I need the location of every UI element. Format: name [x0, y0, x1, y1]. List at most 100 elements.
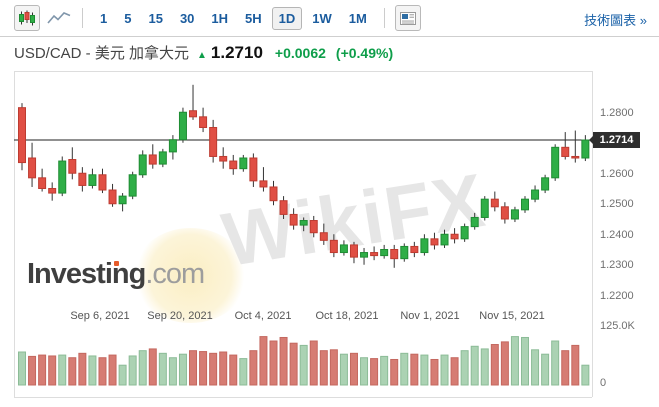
volume-bar: [329, 349, 338, 386]
volume-bar: [521, 336, 529, 386]
candle-body: [269, 186, 278, 202]
volume-bar: [370, 358, 379, 386]
candle-body: [339, 244, 348, 254]
volume-bar: [440, 354, 449, 386]
candle-body: [521, 198, 529, 211]
chart-type-line-button[interactable]: [46, 5, 72, 31]
volume-bar: [18, 351, 26, 386]
line-chart-icon: [47, 12, 71, 24]
volume-bar: [551, 340, 560, 386]
news-panel-icon: [399, 11, 416, 25]
candle-body: [229, 160, 238, 170]
candle-body: [571, 155, 580, 159]
price-tick-label: 1.2500: [600, 198, 634, 211]
candle-body: [168, 139, 177, 153]
timeframe-1m[interactable]: 1M: [348, 10, 367, 26]
volume-bar: [128, 355, 137, 386]
volume-bar: [138, 350, 147, 386]
news-panel-button[interactable]: [394, 5, 421, 31]
volume-bar: [259, 336, 268, 386]
candle-body: [88, 174, 97, 186]
candle-body: [561, 146, 570, 157]
volume-bar: [470, 345, 479, 386]
candle-body: [239, 157, 248, 170]
pair-title: USD/CAD - 美元 加拿大元: [14, 45, 190, 62]
candle-body: [400, 245, 409, 260]
technical-chart-link[interactable]: 技術圖表 »: [584, 13, 647, 28]
volume-bar: [531, 349, 540, 386]
candle-body: [500, 206, 509, 220]
candle-body: [128, 174, 137, 197]
candle-body: [68, 159, 77, 174]
candle-body: [48, 187, 57, 194]
volume-bar: [279, 336, 288, 386]
candle-body: [38, 177, 47, 189]
candle-body: [581, 139, 590, 159]
price-tick-label: 1.2300: [600, 259, 634, 272]
candlestick-icon: [19, 10, 35, 26]
candle-body: [430, 238, 439, 246]
wikifx-logo-watermark: [133, 228, 248, 323]
timeframe-1d[interactable]: 1D: [271, 6, 303, 30]
candle-body: [299, 220, 308, 226]
candle-body: [219, 155, 228, 162]
volume-bars-layer: [18, 336, 590, 386]
timeframe-5h[interactable]: 5H: [245, 10, 262, 26]
price-tick-label: 1.2800: [600, 106, 634, 119]
volume-bar: [199, 351, 208, 386]
price-tick-label: 1.2400: [600, 228, 634, 241]
volume-bar: [88, 355, 97, 386]
timeframe-5[interactable]: 5: [124, 10, 132, 26]
volume-bar: [510, 336, 519, 386]
candle-body: [189, 110, 198, 118]
candle-body: [470, 216, 479, 228]
volume-bar: [561, 350, 570, 386]
candle-body: [108, 189, 117, 205]
candlestick-volume-chart[interactable]: [13, 70, 592, 400]
candle-body: [18, 107, 26, 164]
volume-bar: [209, 352, 218, 386]
volume-bar: [410, 353, 419, 386]
toolbar: 1 5 15 30 1H 5H 1D 1W 1M 技術圖表 »: [0, 0, 659, 37]
candle-body: [370, 252, 379, 257]
candle-body: [410, 245, 419, 254]
volume-bar: [420, 354, 429, 386]
current-price-badge: 1.2714: [589, 132, 640, 148]
volume-bar: [219, 351, 228, 386]
volume-bar: [490, 344, 499, 386]
volume-bar: [58, 354, 67, 386]
volume-bar: [349, 352, 358, 386]
date-tick-label: Nov 1, 2021: [400, 310, 460, 322]
last-price: 1.2710: [210, 43, 263, 62]
candle-body: [541, 177, 550, 191]
volume-bar: [380, 355, 389, 386]
volume-bar: [108, 354, 117, 386]
volume-bar: [500, 341, 509, 386]
volume-bar: [239, 358, 248, 386]
volume-bar: [571, 344, 580, 386]
candle-body: [78, 172, 87, 186]
candle-body: [138, 154, 147, 176]
volume-bar: [541, 353, 550, 386]
toolbar-divider: [383, 8, 385, 28]
timeframe-1[interactable]: 1: [100, 10, 108, 26]
chart-frame-top: [14, 71, 592, 72]
timeframe-1h[interactable]: 1H: [211, 10, 229, 26]
volume-bar: [168, 357, 177, 386]
date-tick-label: Sep 6, 2021: [70, 310, 130, 322]
chart-type-candlestick-button[interactable]: [14, 5, 40, 31]
chart-frame-left: [14, 71, 15, 397]
volume-axis-zero-label: 0: [600, 377, 607, 389]
volume-bar: [390, 358, 399, 386]
volume-bar: [189, 350, 198, 386]
volume-bar: [299, 344, 308, 386]
volume-bar: [319, 350, 328, 386]
timeframe-30[interactable]: 30: [179, 10, 195, 26]
candle-body: [289, 213, 298, 226]
candle-body: [531, 189, 540, 200]
candle-body: [148, 154, 157, 165]
timeframe-1w[interactable]: 1W: [312, 10, 332, 26]
timeframe-15[interactable]: 15: [148, 10, 163, 26]
price-change-percent: (+0.49%): [335, 45, 394, 61]
